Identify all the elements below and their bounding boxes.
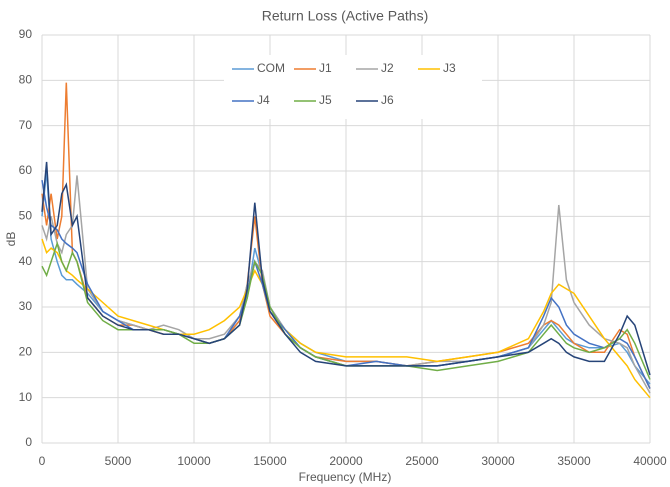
x-tick-label: 5000 <box>105 454 132 468</box>
x-axis-label: Frequency (MHz) <box>299 470 392 484</box>
x-tick-label: 10000 <box>177 454 211 468</box>
legend-label: J6 <box>381 93 394 107</box>
x-tick-label: 30000 <box>481 454 515 468</box>
x-tick-label: 25000 <box>405 454 439 468</box>
y-tick-label: 20 <box>19 345 33 359</box>
legend-label: J5 <box>319 93 332 107</box>
series-line <box>41 161 651 376</box>
legend-label: J2 <box>381 61 394 75</box>
chart-title: Return Loss (Active Paths) <box>262 8 429 24</box>
x-tick-label: 40000 <box>633 454 667 468</box>
y-tick-label: 0 <box>25 435 32 449</box>
legend-label: J3 <box>443 61 456 75</box>
legend-label: J4 <box>257 93 270 107</box>
y-tick-label: 80 <box>19 73 33 87</box>
x-tick-label: 20000 <box>329 454 363 468</box>
y-tick-label: 10 <box>19 390 33 404</box>
y-tick-label: 40 <box>19 254 33 268</box>
y-tick-label: 30 <box>19 299 33 313</box>
legend-label: J1 <box>319 61 332 75</box>
x-tick-label: 15000 <box>253 454 287 468</box>
y-axis-label: dB <box>4 232 18 247</box>
y-tick-label: 90 <box>19 27 33 41</box>
y-tick-label: 70 <box>19 118 33 132</box>
legend-box <box>224 55 482 119</box>
y-tick-label: 60 <box>19 163 33 177</box>
legend-label: COM <box>257 61 285 75</box>
x-tick-label: 0 <box>39 454 46 468</box>
y-tick-label: 50 <box>19 209 33 223</box>
series-line <box>41 240 651 380</box>
x-tick-label: 35000 <box>557 454 591 468</box>
